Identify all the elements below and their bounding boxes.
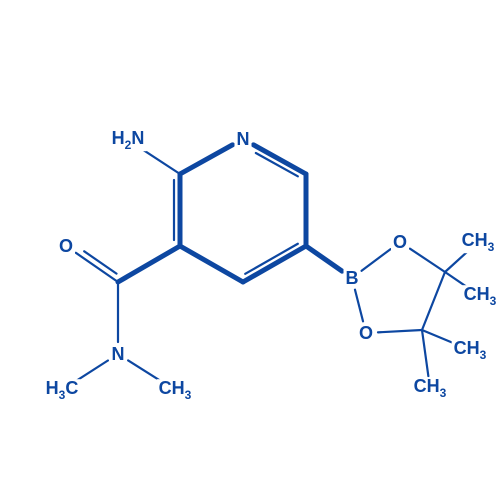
atom-label-nh2: H2N xyxy=(110,129,147,151)
atom-label-o_top: O xyxy=(391,233,409,251)
atom-label-n_amide: N xyxy=(110,345,127,363)
atom-label-n_ch3_r: CH3 xyxy=(157,379,194,401)
atom-label-n_ch3_l: H3C xyxy=(44,379,81,401)
atom-label-o_bot: O xyxy=(357,324,375,342)
atom-label-n_ring: N xyxy=(235,130,252,148)
atom-label-ch3_tr: CH3 xyxy=(462,285,499,307)
atom-label-o_amide: O xyxy=(57,237,75,255)
atom-label-b: B xyxy=(344,269,361,287)
atom-label-ch3_br: CH3 xyxy=(452,339,489,361)
atom-label-ch3_bb: CH3 xyxy=(412,377,449,399)
atom-label-ch3_tt: CH3 xyxy=(460,231,497,253)
